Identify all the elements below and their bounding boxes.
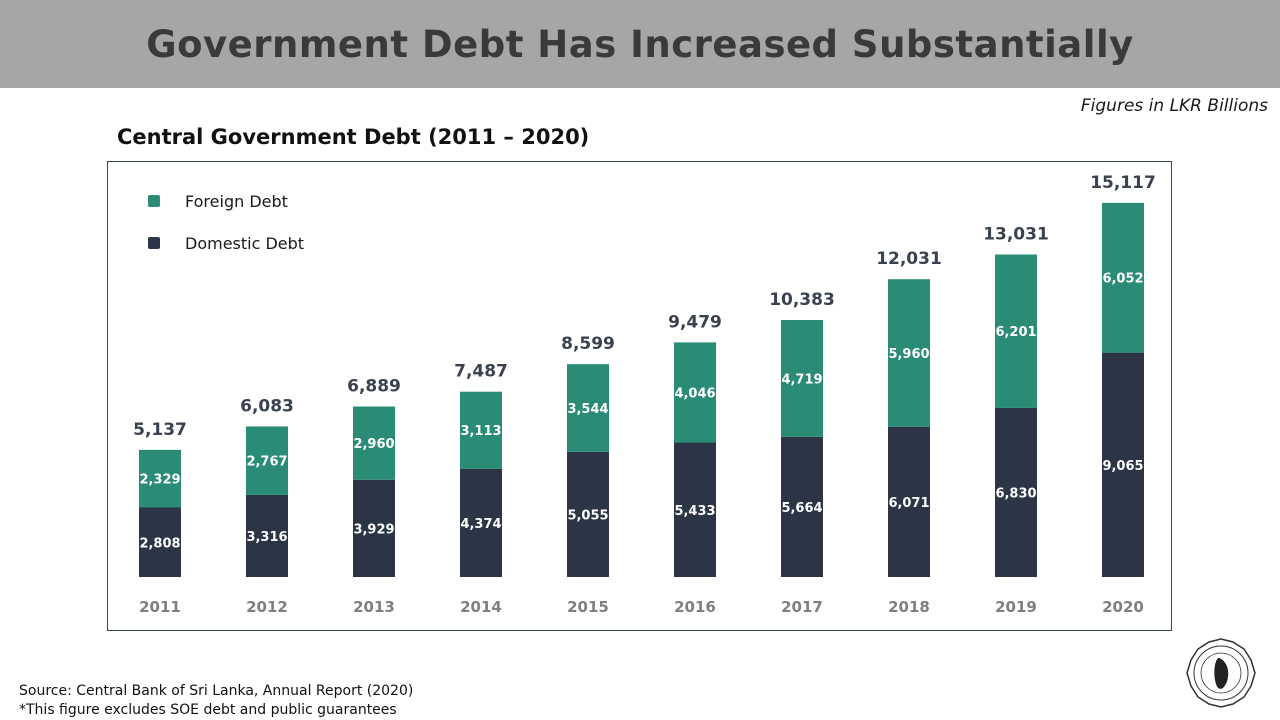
label-domestic-2017: 5,664 <box>781 501 822 516</box>
label-domestic-2011: 2,808 <box>139 536 180 551</box>
public-finance-seal-logo <box>1186 638 1256 708</box>
label-total-2013: 6,889 <box>347 376 401 396</box>
label-domestic-2012: 3,316 <box>246 530 287 545</box>
label-total-2011: 5,137 <box>133 420 187 440</box>
page-title: Government Debt Has Increased Substantia… <box>146 22 1134 66</box>
x-tick-2016: 2016 <box>674 598 716 616</box>
x-tick-2015: 2015 <box>567 598 609 616</box>
chart-title: Central Government Debt (2011 – 2020) <box>117 125 590 149</box>
label-foreign-2011: 2,329 <box>139 473 180 488</box>
label-domestic-2013: 3,929 <box>353 522 394 537</box>
label-total-2016: 9,479 <box>668 312 722 332</box>
label-total-2014: 7,487 <box>454 362 508 382</box>
label-total-2012: 6,083 <box>240 396 294 416</box>
bar-domestic-2013 <box>353 479 395 577</box>
source-note: Source: Central Bank of Sri Lanka, Annua… <box>19 683 414 699</box>
legend-label-domestic-debt: Domestic Debt <box>185 234 304 253</box>
x-tick-2018: 2018 <box>888 598 930 616</box>
label-foreign-2012: 2,767 <box>246 455 287 470</box>
bar-foreign-2018 <box>888 279 930 427</box>
label-foreign-2014: 3,113 <box>460 424 501 439</box>
chart-frame <box>107 161 1172 631</box>
x-tick-2019: 2019 <box>995 598 1037 616</box>
label-domestic-2015: 5,055 <box>567 508 608 523</box>
label-domestic-2019: 6,830 <box>995 486 1036 501</box>
legend-swatch-domestic-debt <box>148 237 160 249</box>
label-domestic-2014: 4,374 <box>460 517 501 532</box>
x-tick-2014: 2014 <box>460 598 502 616</box>
bar-domestic-2019 <box>995 407 1037 577</box>
footnotes: Source: Central Bank of Sri Lanka, Annua… <box>19 682 413 720</box>
units-note: Figures in LKR Billions <box>1080 96 1268 116</box>
bar-foreign-2015 <box>567 364 609 452</box>
label-total-2020: 15,117 <box>1090 173 1156 193</box>
x-tick-2017: 2017 <box>781 598 823 616</box>
label-total-2018: 12,031 <box>876 249 942 269</box>
label-domestic-2020: 9,065 <box>1102 459 1143 474</box>
label-total-2019: 13,031 <box>983 224 1049 244</box>
label-foreign-2016: 4,046 <box>674 386 715 401</box>
bar-foreign-2013 <box>353 406 395 480</box>
bar-foreign-2019 <box>995 254 1037 408</box>
x-tick-2011: 2011 <box>139 598 181 616</box>
label-foreign-2015: 3,544 <box>567 402 608 417</box>
bar-foreign-2016 <box>674 342 716 443</box>
x-tick-2013: 2013 <box>353 598 395 616</box>
x-tick-2012: 2012 <box>246 598 288 616</box>
label-foreign-2019: 6,201 <box>995 325 1036 340</box>
x-tick-2020: 2020 <box>1102 598 1144 616</box>
bar-domestic-2011 <box>139 507 181 577</box>
bar-foreign-2017 <box>781 320 823 437</box>
bar-domestic-2015 <box>567 451 609 577</box>
bar-domestic-2014 <box>460 468 502 577</box>
bar-domestic-2016 <box>674 442 716 577</box>
bar-domestic-2020 <box>1102 352 1144 577</box>
exclusion-note: *This figure excludes SOE debt and publi… <box>19 702 397 718</box>
bar-domestic-2012 <box>246 494 288 577</box>
bar-foreign-2020 <box>1102 202 1144 353</box>
title-bar: Government Debt Has Increased Substantia… <box>0 0 1280 88</box>
label-total-2015: 8,599 <box>561 334 615 354</box>
bar-foreign-2011 <box>139 449 181 508</box>
legend-swatch-foreign-debt <box>148 195 160 207</box>
label-foreign-2013: 2,960 <box>353 437 394 452</box>
label-foreign-2017: 4,719 <box>781 372 822 387</box>
bar-domestic-2018 <box>888 426 930 577</box>
label-domestic-2018: 6,071 <box>888 496 929 511</box>
label-total-2017: 10,383 <box>769 290 835 310</box>
bar-domestic-2017 <box>781 436 823 577</box>
bar-foreign-2012 <box>246 426 288 495</box>
label-foreign-2018: 5,960 <box>888 347 929 362</box>
legend-label-foreign-debt: Foreign Debt <box>185 192 288 211</box>
bar-foreign-2014 <box>460 391 502 469</box>
label-domestic-2016: 5,433 <box>674 504 715 519</box>
label-foreign-2020: 6,052 <box>1102 272 1143 287</box>
